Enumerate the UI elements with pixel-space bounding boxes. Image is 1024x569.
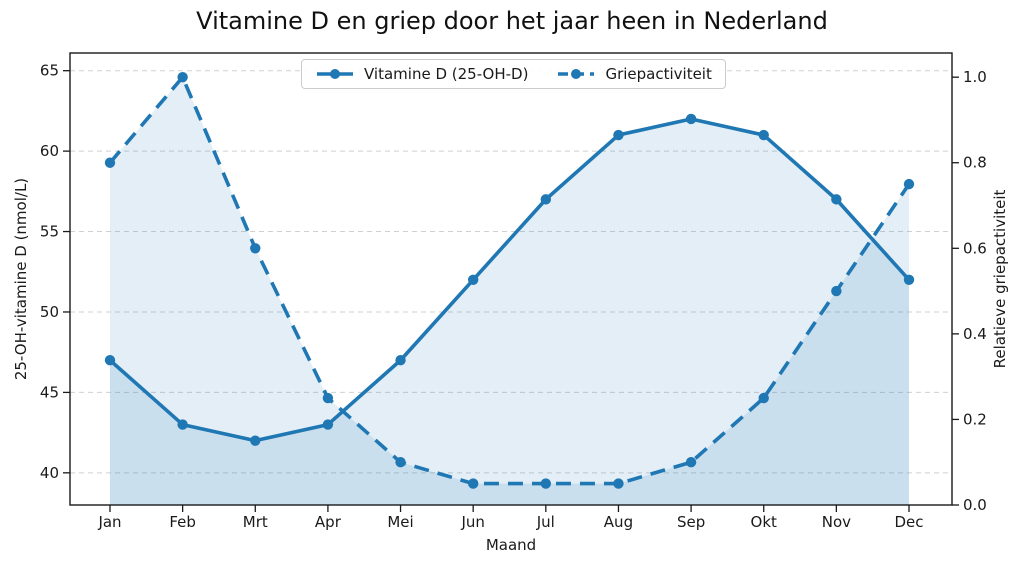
data-point-marker xyxy=(831,194,842,205)
data-point-marker xyxy=(322,392,334,404)
data-point-marker xyxy=(540,478,552,489)
chart-title: Vitamine D en griep door het jaar heen i… xyxy=(196,7,828,35)
data-point-marker xyxy=(903,178,915,190)
data-point-marker xyxy=(467,478,479,489)
data-point-marker xyxy=(467,274,479,286)
data-point-marker xyxy=(831,285,842,297)
data-point-marker xyxy=(758,392,769,404)
x-tick-label: Mrt xyxy=(243,513,268,531)
y-tick-label-left: 40 xyxy=(40,464,59,482)
y-tick-label-left: 45 xyxy=(40,383,59,401)
data-point-marker xyxy=(540,194,552,205)
data-point-marker xyxy=(250,243,261,254)
data-point-marker xyxy=(613,129,624,141)
y-axis-label-left: 25-OH-vitamine D (nmol/L) xyxy=(12,178,30,380)
y-tick-label-left: 60 xyxy=(40,142,59,160)
data-point-marker xyxy=(322,419,334,430)
x-tick-label: Nov xyxy=(822,513,851,531)
y-tick-label-right: 0.0 xyxy=(963,496,987,514)
tick-labels: Jan Feb Mrt Apr Mei Jun Jul Aug Sep Okt Nov Dec 40 45… xyxy=(40,62,987,531)
x-tick-label: Apr xyxy=(315,513,342,531)
y-axis-label-right: Relatieve griepactiviteit xyxy=(991,189,1009,368)
data-point-marker xyxy=(250,435,261,446)
x-tick-label: Jul xyxy=(536,513,555,531)
x-tick-label: Jan xyxy=(97,513,121,531)
y-tick-label-left: 65 xyxy=(40,62,59,80)
data-point-marker xyxy=(104,157,116,168)
x-tick-label: Mei xyxy=(387,513,413,531)
x-axis-label: Maand xyxy=(486,536,536,554)
legend-item-vitamine-d: Vitamine D (25-OH-D) xyxy=(315,65,528,83)
series-lines xyxy=(108,75,911,486)
x-tick-label: Dec xyxy=(894,513,923,531)
griep-area xyxy=(110,77,909,505)
data-point-marker xyxy=(177,419,188,430)
legend-item-griepactiviteit: Griepactiviteit xyxy=(556,65,712,83)
plot-border xyxy=(69,52,953,506)
x-tick-label: Jun xyxy=(460,513,484,531)
legend-label-griepactiviteit: Griepactiviteit xyxy=(605,65,712,83)
legend-label-vitamine-d: Vitamine D (25-OH-D) xyxy=(364,65,529,83)
data-point-marker xyxy=(903,274,915,286)
y-tick-label-right: 0.6 xyxy=(963,239,987,257)
data-point-marker xyxy=(613,478,624,489)
data-point-marker xyxy=(395,355,406,366)
data-point-marker xyxy=(177,71,188,83)
legend: Vitamine D (25-OH-D) Griepactiviteit xyxy=(301,59,726,89)
y-tick-label-right: 0.4 xyxy=(963,325,987,343)
griep-line xyxy=(108,75,911,486)
vitamine-d-area xyxy=(110,118,909,505)
data-point-marker xyxy=(685,113,697,125)
y-tick-label-right: 1.0 xyxy=(963,68,987,86)
data-point-marker xyxy=(758,129,769,141)
x-tick-label: Sep xyxy=(677,513,705,531)
y-tick-label-right: 0.2 xyxy=(963,410,987,428)
x-tick-label: Okt xyxy=(751,513,777,531)
dashed-line-sample xyxy=(558,69,595,79)
y-tick-label-right: 0.8 xyxy=(963,154,987,172)
axis-ticks xyxy=(63,70,959,512)
vitamine-d-line xyxy=(108,117,911,443)
y-tick-label-left: 55 xyxy=(40,223,59,241)
data-point-marker xyxy=(104,355,116,366)
x-tick-label: Feb xyxy=(169,513,196,531)
data-point-marker xyxy=(685,457,697,468)
data-point-marker xyxy=(395,457,406,468)
x-tick-label: Aug xyxy=(604,513,633,531)
solid-line-sample xyxy=(317,69,353,79)
data-point-markers xyxy=(104,71,915,489)
y-tick-label-left: 50 xyxy=(40,303,59,321)
gridlines xyxy=(70,70,952,474)
area-fills xyxy=(110,77,909,505)
